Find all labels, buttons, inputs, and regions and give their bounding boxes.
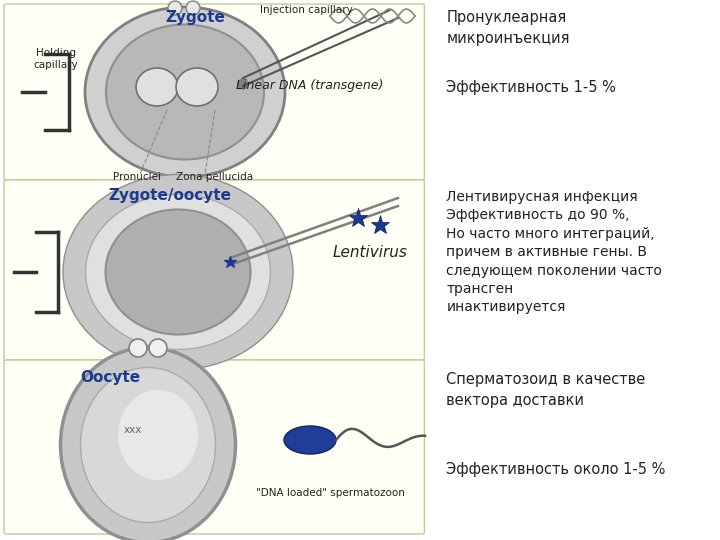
Text: Oocyte: Oocyte	[80, 370, 140, 385]
Text: xxx: xxx	[124, 425, 142, 435]
Circle shape	[186, 1, 200, 15]
FancyBboxPatch shape	[4, 360, 424, 534]
Ellipse shape	[60, 348, 235, 540]
FancyBboxPatch shape	[4, 180, 424, 360]
Ellipse shape	[86, 194, 271, 349]
Text: Лентивирусная инфекция
Эффективность до 90 %,
Но часто много интеграций,
причем : Лентивирусная инфекция Эффективность до …	[446, 190, 662, 314]
Circle shape	[129, 339, 147, 357]
Text: Linear DNA (transgene): Linear DNA (transgene)	[236, 78, 384, 91]
Ellipse shape	[63, 174, 293, 369]
Circle shape	[149, 339, 167, 357]
Circle shape	[168, 1, 182, 15]
Ellipse shape	[106, 24, 264, 159]
Text: Сперматозоид в качестве
вектора доставки: Сперматозоид в качестве вектора доставки	[446, 372, 646, 408]
Ellipse shape	[176, 68, 218, 106]
Text: "DNA loaded" spermatozoon: "DNA loaded" spermatozoon	[256, 488, 405, 498]
Ellipse shape	[284, 426, 336, 454]
Text: Пронуклеарная
микроинъекция: Пронуклеарная микроинъекция	[446, 10, 570, 46]
Text: Эффективность около 1-5 %: Эффективность около 1-5 %	[446, 462, 666, 477]
Ellipse shape	[106, 210, 251, 334]
Text: Holding
capillary: Holding capillary	[34, 48, 78, 70]
Text: Injection capillary: Injection capillary	[260, 5, 353, 15]
Ellipse shape	[85, 7, 285, 177]
Text: Pronuclei: Pronuclei	[113, 172, 161, 182]
Ellipse shape	[118, 390, 198, 480]
Ellipse shape	[136, 68, 178, 106]
Text: Эффективность 1-5 %: Эффективность 1-5 %	[446, 80, 616, 95]
Text: Lentivirus: Lentivirus	[333, 245, 408, 260]
FancyBboxPatch shape	[4, 4, 424, 180]
Ellipse shape	[81, 368, 215, 523]
Text: Zona pellucida: Zona pellucida	[176, 172, 253, 182]
Circle shape	[238, 79, 248, 89]
Text: Zygote/oocyte: Zygote/oocyte	[108, 188, 231, 203]
Text: Zygote: Zygote	[165, 10, 225, 25]
